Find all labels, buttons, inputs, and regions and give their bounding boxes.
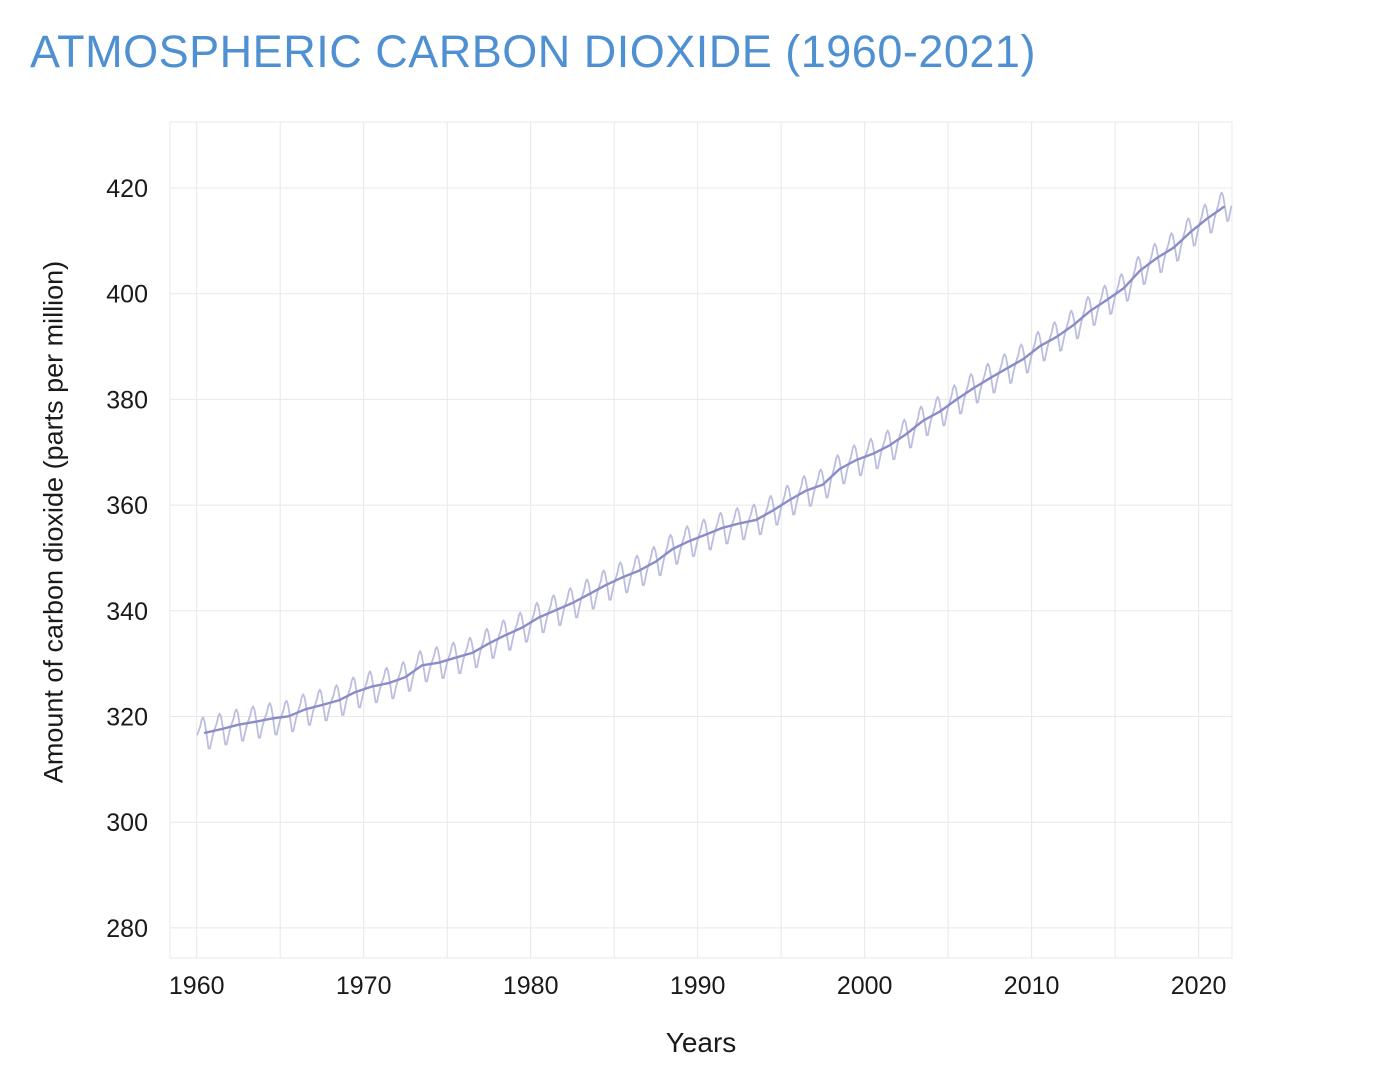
x-tick-label: 2000 [837, 972, 893, 1000]
y-axis-label: Amount of carbon dioxide (parts per mill… [38, 260, 69, 784]
y-tick-label: 380 [106, 386, 148, 414]
chart-title: ATMOSPHERIC CARBON DIOXIDE (1960-2021) [30, 26, 1036, 77]
y-tick-label: 360 [106, 492, 148, 520]
x-tick-label: 1990 [670, 972, 726, 1000]
x-tick-label: 1970 [336, 972, 392, 1000]
x-tick-label: 2020 [1171, 972, 1227, 1000]
x-axis-label: Years [665, 1027, 737, 1058]
x-tick-label: 1960 [169, 972, 225, 1000]
seasonal-cycle-line [196, 191, 1233, 750]
y-tick-label: 280 [106, 915, 148, 943]
plot-border [169, 121, 1233, 959]
y-tick-label: 400 [106, 281, 148, 309]
y-tick-label: 340 [106, 598, 148, 626]
y-tick-label: 420 [106, 175, 148, 203]
y-tick-label: 320 [106, 704, 148, 732]
x-tick-label: 1980 [503, 972, 559, 1000]
annual-trend-line [203, 205, 1225, 734]
x-tick-label: 2010 [1004, 972, 1060, 1000]
y-tick-label: 300 [106, 809, 148, 837]
